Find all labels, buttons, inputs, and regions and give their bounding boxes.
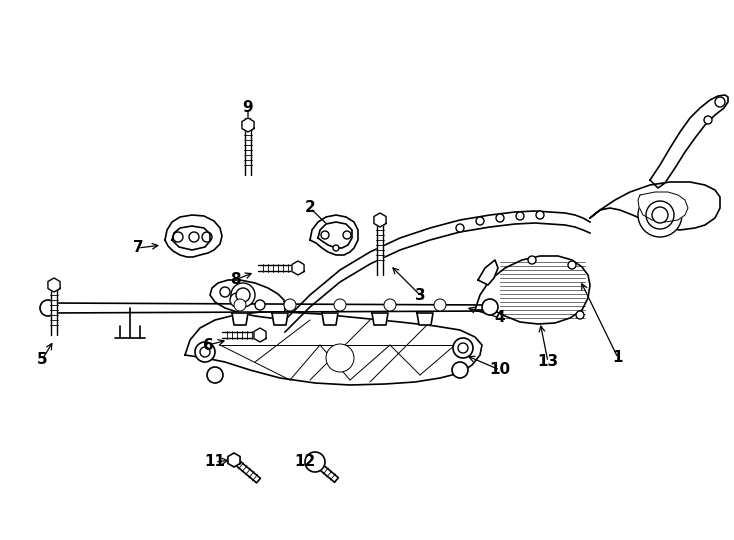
Circle shape — [516, 212, 524, 220]
Text: 1: 1 — [613, 350, 623, 366]
Circle shape — [715, 97, 725, 107]
Circle shape — [220, 287, 230, 297]
Polygon shape — [48, 303, 490, 313]
Circle shape — [230, 293, 244, 307]
Circle shape — [453, 338, 473, 358]
Circle shape — [333, 245, 339, 251]
Circle shape — [434, 299, 446, 311]
Circle shape — [284, 299, 296, 311]
Circle shape — [704, 116, 712, 124]
Polygon shape — [172, 226, 210, 250]
Text: 10: 10 — [490, 362, 511, 377]
Circle shape — [496, 214, 504, 222]
Polygon shape — [374, 213, 386, 227]
Text: 6: 6 — [203, 338, 214, 353]
Circle shape — [40, 300, 56, 316]
Polygon shape — [185, 312, 482, 385]
Polygon shape — [210, 280, 285, 318]
Polygon shape — [285, 211, 590, 332]
Polygon shape — [650, 95, 728, 188]
Circle shape — [195, 342, 215, 362]
Circle shape — [236, 288, 250, 302]
Circle shape — [202, 232, 212, 242]
Polygon shape — [272, 313, 288, 325]
Text: 5: 5 — [37, 353, 47, 368]
Circle shape — [646, 201, 674, 229]
Circle shape — [456, 224, 464, 232]
Polygon shape — [310, 215, 358, 255]
Polygon shape — [322, 313, 338, 325]
Polygon shape — [292, 261, 304, 275]
Circle shape — [189, 232, 199, 242]
Polygon shape — [232, 458, 261, 483]
Text: 11: 11 — [205, 455, 225, 469]
Text: 2: 2 — [305, 200, 316, 215]
Circle shape — [536, 211, 544, 219]
Polygon shape — [254, 328, 266, 342]
Circle shape — [334, 299, 346, 311]
Polygon shape — [478, 260, 498, 285]
Text: 8: 8 — [230, 273, 240, 287]
Circle shape — [476, 217, 484, 225]
Text: 3: 3 — [415, 287, 425, 302]
Polygon shape — [372, 313, 388, 325]
Circle shape — [576, 311, 584, 319]
Polygon shape — [242, 118, 254, 132]
Text: 9: 9 — [243, 100, 253, 116]
Polygon shape — [313, 460, 338, 482]
Circle shape — [207, 367, 223, 383]
Polygon shape — [377, 220, 383, 275]
Polygon shape — [165, 215, 222, 257]
Circle shape — [305, 452, 325, 472]
Circle shape — [458, 343, 468, 353]
Polygon shape — [318, 222, 352, 248]
Polygon shape — [232, 313, 248, 325]
Circle shape — [652, 207, 668, 223]
Circle shape — [482, 299, 498, 315]
Polygon shape — [638, 192, 688, 222]
Circle shape — [332, 350, 348, 366]
Circle shape — [343, 231, 351, 239]
Circle shape — [568, 261, 576, 269]
Circle shape — [200, 347, 210, 357]
Polygon shape — [222, 332, 260, 338]
Polygon shape — [258, 265, 298, 271]
Circle shape — [326, 344, 354, 372]
Circle shape — [234, 299, 246, 311]
Circle shape — [452, 362, 468, 378]
Circle shape — [255, 300, 265, 310]
Circle shape — [528, 256, 536, 264]
Polygon shape — [48, 278, 60, 292]
Polygon shape — [417, 313, 433, 325]
Polygon shape — [51, 285, 57, 335]
Circle shape — [173, 232, 183, 242]
Circle shape — [384, 299, 396, 311]
Text: 7: 7 — [133, 240, 143, 255]
Circle shape — [231, 283, 255, 307]
Polygon shape — [475, 256, 590, 324]
Text: 12: 12 — [294, 455, 316, 469]
Polygon shape — [245, 125, 251, 175]
Text: 13: 13 — [537, 354, 559, 369]
Circle shape — [638, 193, 682, 237]
Circle shape — [321, 231, 329, 239]
Polygon shape — [590, 182, 720, 230]
Polygon shape — [228, 453, 240, 467]
Text: 4: 4 — [495, 310, 505, 326]
